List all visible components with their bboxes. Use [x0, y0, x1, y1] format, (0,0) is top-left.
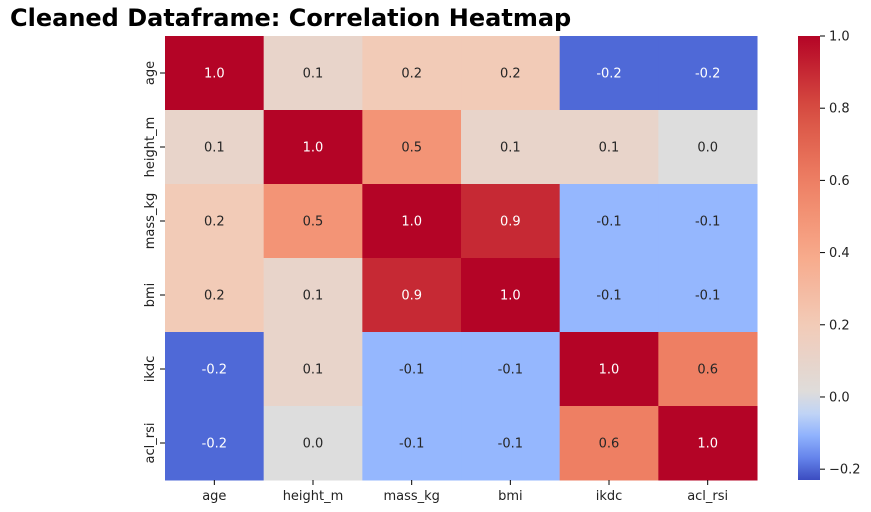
cell-value-label: -0.2 [695, 67, 720, 82]
heatmap-cells: 1.0 0.1 0.2 0.2 -0.2 -0.2 0.1 1.0 0.5 0.1 0.1 0.0 0.… [165, 36, 758, 481]
cell-value-label: 1.0 [401, 215, 422, 230]
cell-value-label: 0.2 [204, 289, 225, 304]
heatmap-cell [658, 332, 758, 407]
x-tick-label: acl_rsi [687, 489, 728, 504]
y-tick-label: bmi [143, 283, 158, 308]
cell-value-label: 0.1 [500, 141, 521, 156]
colorbar-gradient [798, 36, 820, 480]
heatmap-cell [362, 36, 462, 111]
heatmap-cell [559, 184, 659, 259]
cell-value-label: -0.2 [596, 67, 621, 82]
heatmap-cell [165, 258, 265, 333]
heatmap-cell [461, 110, 561, 185]
cell-value-label: -0.1 [695, 215, 720, 230]
y-tick-label: age [143, 61, 158, 85]
heatmap-cell [362, 406, 462, 481]
cell-value-label: 0.9 [401, 289, 422, 304]
cell-value-label: 0.2 [401, 67, 422, 82]
cell-value-label: 0.1 [204, 141, 225, 156]
x-tick-label: height_m [283, 489, 344, 504]
colorbar-tick-label: 0.6 [829, 174, 850, 189]
heatmap-cell [165, 332, 265, 407]
cell-value-label: 0.6 [697, 363, 718, 378]
heatmap-cell [362, 332, 462, 407]
heatmap-cell [165, 110, 265, 185]
chart-title: Cleaned Dataframe: Correlation Heatmap [10, 4, 572, 32]
x-tick-label: ikdc [596, 489, 623, 504]
y-tick-label: height_m [143, 117, 158, 178]
y-tick-label: mass_kg [143, 193, 158, 249]
heatmap-cell [559, 406, 659, 481]
colorbar-tick-label: 1.0 [829, 30, 850, 45]
x-tick-label: mass_kg [383, 489, 439, 504]
heatmap-cell [165, 36, 265, 111]
heatmap-cell [658, 184, 758, 259]
cell-value-label: 0.9 [500, 215, 521, 230]
heatmap-cell [165, 184, 265, 259]
cell-value-label: -0.2 [202, 437, 227, 452]
cell-value-label: 1.0 [500, 289, 521, 304]
heatmap-cell [658, 110, 758, 185]
colorbar: −0.2 0.0 0.2 0.4 0.6 0.8 1.0 [798, 30, 861, 480]
cell-value-label: -0.1 [596, 289, 621, 304]
cell-value-label: -0.1 [498, 437, 523, 452]
cell-value-label: 1.0 [303, 141, 324, 156]
cell-value-label: -0.1 [399, 437, 424, 452]
colorbar-tick-label: 0.2 [829, 318, 850, 333]
cell-value-label: 0.1 [303, 363, 324, 378]
heatmap-cell [658, 406, 758, 481]
heatmap-cell [559, 332, 659, 407]
x-tick-label: bmi [498, 489, 523, 504]
heatmap-cell [559, 110, 659, 185]
heatmap-cell [362, 110, 462, 185]
heatmap-cell [165, 406, 265, 481]
colorbar-tick-label: 0.8 [829, 102, 850, 117]
heatmap-cell [559, 36, 659, 111]
heatmap-cell [461, 332, 561, 407]
heatmap-cell [461, 406, 561, 481]
cell-value-label: 1.0 [204, 67, 225, 82]
cell-value-label: -0.2 [202, 363, 227, 378]
heatmap-cell [263, 258, 363, 333]
y-tick-label: acl_rsi [143, 423, 158, 464]
cell-value-label: 0.1 [303, 289, 324, 304]
cell-value-label: 0.6 [599, 437, 620, 452]
heatmap-cell [658, 36, 758, 111]
heatmap-cell [559, 258, 659, 333]
colorbar-tick-label: −0.2 [829, 463, 861, 478]
heatmap-cell [263, 332, 363, 407]
heatmap-cell [461, 258, 561, 333]
heatmap-cell [658, 258, 758, 333]
cell-value-label: 0.2 [500, 67, 521, 82]
cell-value-label: 0.2 [204, 215, 225, 230]
heatmap-cell [263, 36, 363, 111]
heatmap-cell [263, 406, 363, 481]
colorbar-tick-label: 0.0 [829, 390, 850, 405]
colorbar-tick-label: 0.4 [829, 246, 850, 261]
cell-value-label: 1.0 [599, 363, 620, 378]
cell-value-label: 0.5 [401, 141, 422, 156]
cell-value-label: 0.1 [599, 141, 620, 156]
heatmap-cell [263, 110, 363, 185]
heatmap-cell [461, 184, 561, 259]
cell-value-label: -0.1 [399, 363, 424, 378]
cell-value-label: 0.1 [303, 67, 324, 82]
cell-value-label: 0.0 [697, 141, 718, 156]
heatmap-cell [461, 36, 561, 111]
cell-value-label: 0.5 [303, 215, 324, 230]
cell-value-label: 1.0 [697, 437, 718, 452]
heatmap-cell [362, 258, 462, 333]
heatmap-cell [263, 184, 363, 259]
cell-value-label: -0.1 [596, 215, 621, 230]
cell-value-label: -0.1 [498, 363, 523, 378]
heatmap-cell [362, 184, 462, 259]
y-tick-label: ikdc [143, 356, 158, 383]
x-tick-label: age [202, 489, 226, 504]
x-axis: age height_m mass_kg bmi ikdc acl_rsi [202, 480, 728, 504]
cell-value-label: 0.0 [303, 437, 324, 452]
cell-value-label: -0.1 [695, 289, 720, 304]
